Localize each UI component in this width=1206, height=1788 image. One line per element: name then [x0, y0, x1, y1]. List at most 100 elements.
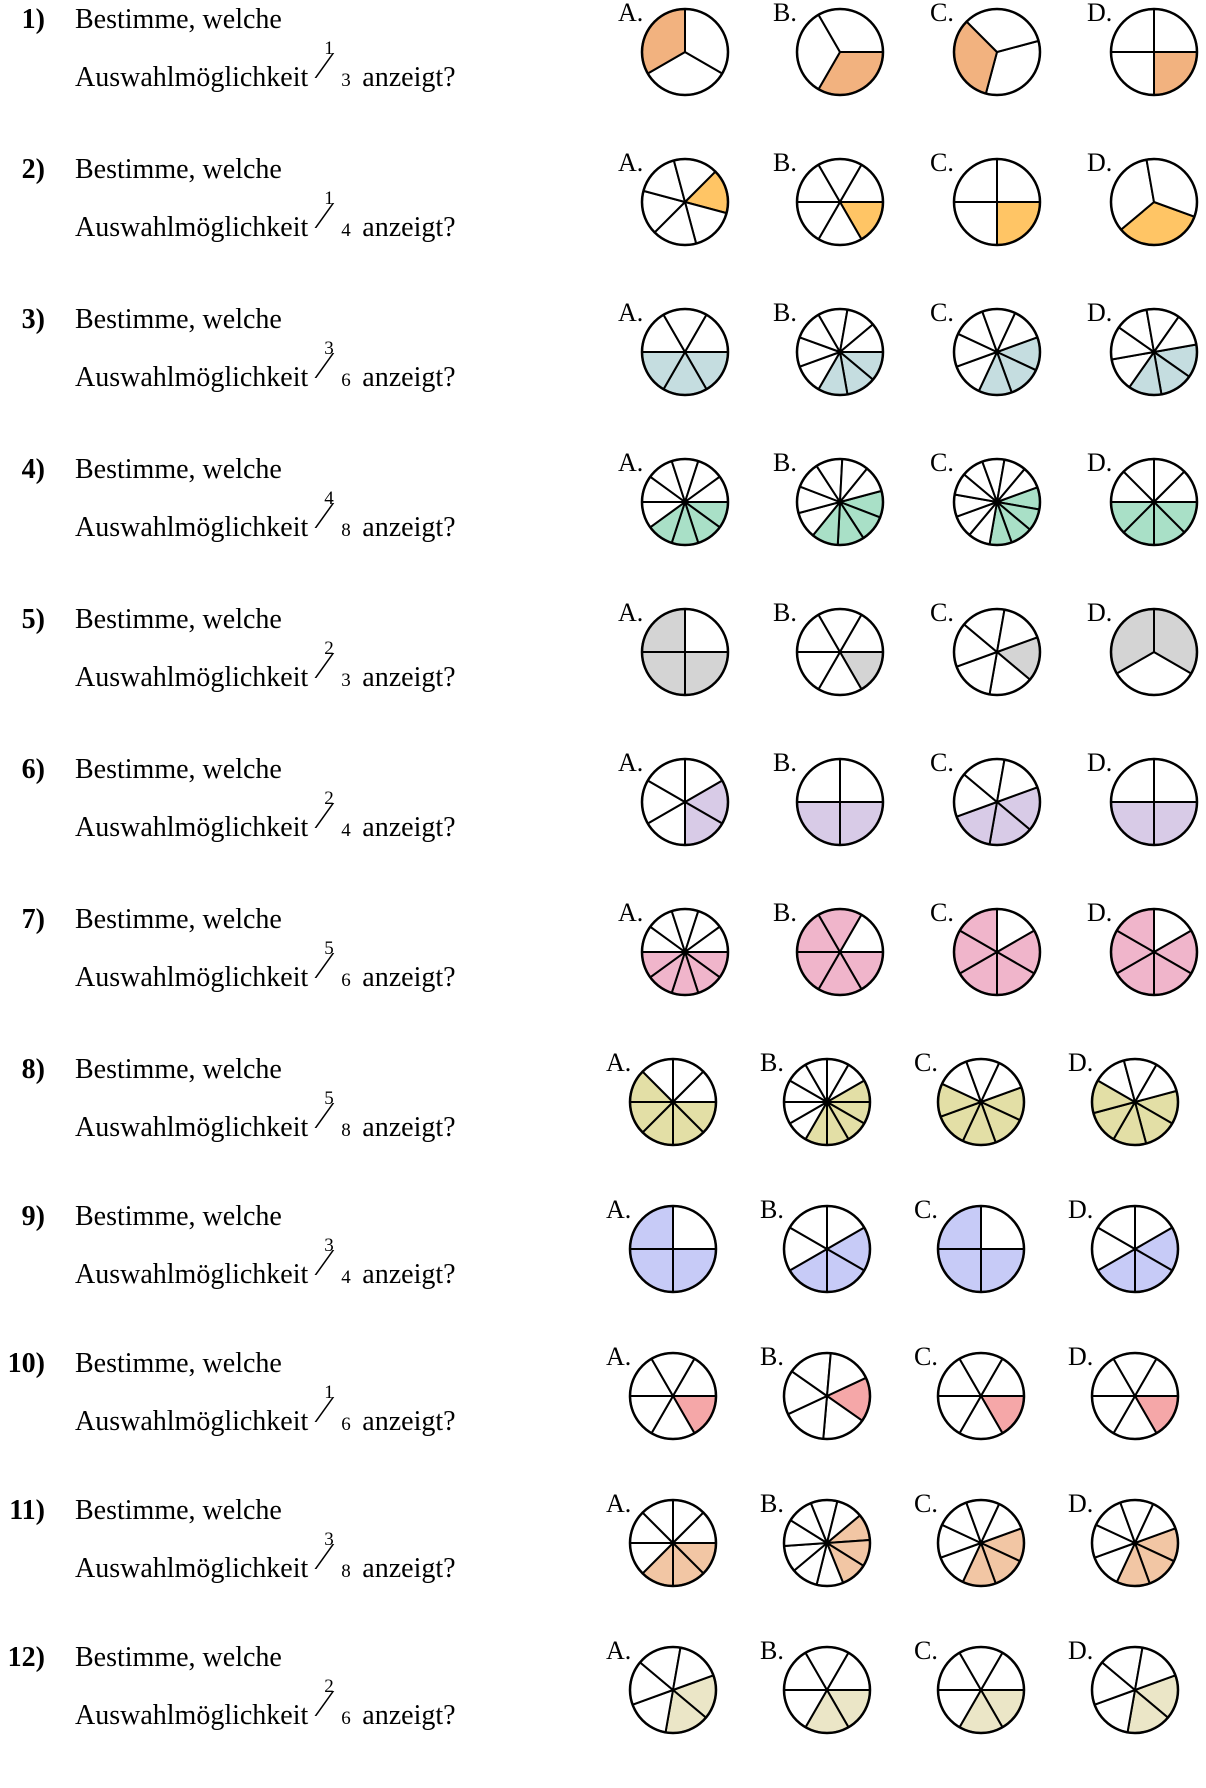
- option-b[interactable]: B.: [773, 298, 893, 400]
- fraction-slash: ⁄: [321, 195, 328, 237]
- pie-outline: [795, 757, 885, 847]
- option-label: C.: [930, 598, 954, 627]
- option-b[interactable]: B.: [760, 1195, 880, 1297]
- option-b[interactable]: B.: [773, 448, 893, 550]
- option-b[interactable]: B.: [773, 0, 893, 100]
- option-label: B.: [760, 1636, 784, 1665]
- selection-word: Auswahlmöglichkeit: [75, 212, 309, 243]
- selection-word: Auswahlmöglichkeit: [75, 1700, 309, 1731]
- option-d[interactable]: D.: [1087, 448, 1206, 550]
- option-d[interactable]: D.: [1087, 898, 1206, 1000]
- fraction-denominator: 8: [341, 1561, 351, 1582]
- option-d[interactable]: D.: [1087, 0, 1206, 100]
- question-3: 3) Bestimme, welche Auswahlmöglichkeit 3 ⁄ 6…: [0, 300, 560, 450]
- pie-chart: [1109, 7, 1199, 97]
- option-label: C.: [930, 0, 954, 27]
- pie-outline: [936, 1204, 1026, 1294]
- question-number: 4): [21, 454, 45, 485]
- pie-chart: [952, 907, 1042, 997]
- fraction-numerator: 2: [324, 1676, 334, 1697]
- option-b[interactable]: B.: [760, 1489, 880, 1591]
- option-b[interactable]: B.: [773, 148, 893, 250]
- option-c[interactable]: C.: [930, 0, 1050, 100]
- option-label: A.: [618, 748, 644, 777]
- fraction-denominator: 8: [341, 520, 351, 541]
- pie-outline: [795, 607, 885, 697]
- pie-outline: [795, 307, 885, 397]
- option-a[interactable]: A.: [618, 298, 738, 400]
- pie-outline: [936, 1498, 1026, 1588]
- option-b[interactable]: B.: [773, 898, 893, 1000]
- option-c[interactable]: C.: [930, 898, 1050, 1000]
- option-b[interactable]: B.: [773, 748, 893, 850]
- pie-chart: [640, 757, 730, 847]
- option-a[interactable]: A.: [606, 1195, 726, 1297]
- option-d[interactable]: D.: [1087, 748, 1206, 850]
- fraction-denominator: 6: [341, 1708, 351, 1729]
- option-b[interactable]: B.: [760, 1636, 880, 1738]
- option-a[interactable]: A.: [618, 748, 738, 850]
- fraction-numerator: 3: [324, 1235, 334, 1256]
- option-b[interactable]: B.: [773, 598, 893, 700]
- option-a[interactable]: A.: [606, 1342, 726, 1444]
- option-c[interactable]: C.: [930, 298, 1050, 400]
- question-text-line2: Auswahlmöglichkeit 5 ⁄ 8 anzeigt?: [75, 1088, 456, 1144]
- pie-outline: [952, 757, 1042, 847]
- question-suffix: anzeigt?: [362, 1259, 456, 1290]
- pie-chart: [628, 1498, 718, 1588]
- fraction-denominator: 6: [341, 970, 351, 991]
- fraction-slash: ⁄: [321, 1389, 328, 1431]
- fraction: 2 ⁄ 3: [315, 638, 355, 691]
- pie-chart: [1109, 307, 1199, 397]
- option-c[interactable]: C.: [914, 1489, 1034, 1591]
- question-number: 6): [21, 754, 45, 785]
- option-label: A.: [618, 298, 644, 327]
- option-d[interactable]: D.: [1068, 1048, 1188, 1150]
- option-c[interactable]: C.: [930, 148, 1050, 250]
- selection-word: Auswahlmöglichkeit: [75, 1406, 309, 1437]
- option-d[interactable]: D.: [1068, 1489, 1188, 1591]
- option-c[interactable]: C.: [914, 1636, 1034, 1738]
- option-c[interactable]: C.: [930, 448, 1050, 550]
- option-b[interactable]: B.: [760, 1342, 880, 1444]
- option-b[interactable]: B.: [760, 1048, 880, 1150]
- option-d[interactable]: D.: [1068, 1342, 1188, 1444]
- option-c[interactable]: C.: [914, 1195, 1034, 1297]
- pie-chart: [952, 757, 1042, 847]
- option-d[interactable]: D.: [1087, 148, 1206, 250]
- pie-outline: [640, 307, 730, 397]
- option-label: D.: [1087, 448, 1113, 477]
- question-suffix: anzeigt?: [362, 362, 456, 393]
- option-a[interactable]: A.: [618, 898, 738, 1000]
- pie-chart: [640, 157, 730, 247]
- option-a[interactable]: A.: [606, 1048, 726, 1150]
- question-text-line1: Bestimme, welche: [75, 4, 282, 35]
- question-number: 3): [21, 304, 45, 335]
- option-label: D.: [1087, 748, 1113, 777]
- option-a[interactable]: A.: [618, 448, 738, 550]
- option-d[interactable]: D.: [1087, 298, 1206, 400]
- option-d[interactable]: D.: [1068, 1195, 1188, 1297]
- fraction-slash: ⁄: [321, 1536, 328, 1578]
- option-a[interactable]: A.: [606, 1636, 726, 1738]
- option-d[interactable]: D.: [1068, 1636, 1188, 1738]
- option-a[interactable]: A.: [618, 148, 738, 250]
- pie-chart: [1090, 1498, 1180, 1588]
- option-a[interactable]: A.: [618, 0, 738, 100]
- pie-chart: [936, 1351, 1026, 1441]
- option-c[interactable]: C.: [914, 1048, 1034, 1150]
- option-c[interactable]: C.: [930, 598, 1050, 700]
- pie-chart: [1090, 1351, 1180, 1441]
- option-c[interactable]: C.: [914, 1342, 1034, 1444]
- question-number: 10): [7, 1348, 45, 1379]
- question-10: 10) Bestimme, welche Auswahlmöglichkeit 1 ⁄…: [0, 1344, 560, 1494]
- fraction-denominator: 6: [341, 1414, 351, 1435]
- question-text-line1: Bestimme, welche: [75, 1495, 282, 1526]
- pie-outline: [1090, 1351, 1180, 1441]
- option-a[interactable]: A.: [618, 598, 738, 700]
- option-c[interactable]: C.: [930, 748, 1050, 850]
- option-a[interactable]: A.: [606, 1489, 726, 1591]
- option-d[interactable]: D.: [1087, 598, 1206, 700]
- fraction-slash: ⁄: [321, 1095, 328, 1137]
- pie-chart: [795, 907, 885, 997]
